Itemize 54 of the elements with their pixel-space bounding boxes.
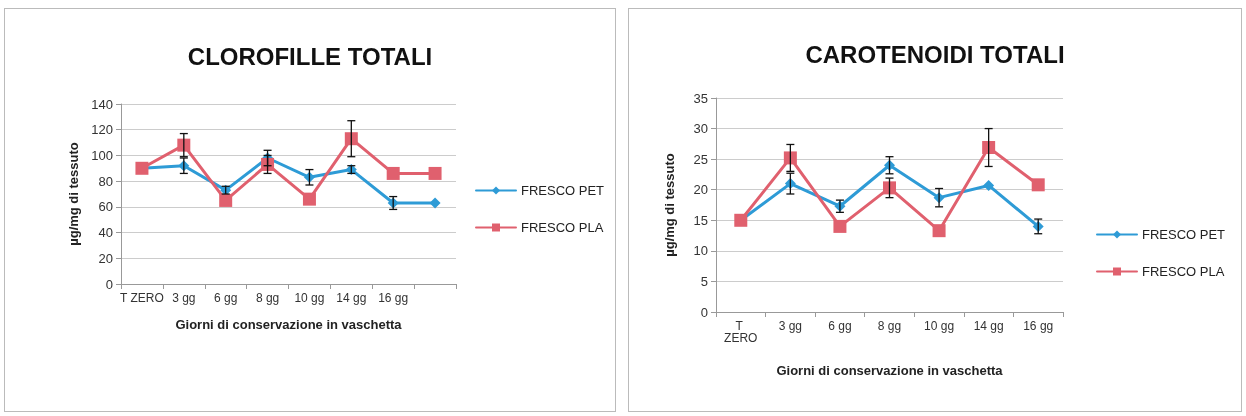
x-tick-label: 8 gg [877,319,902,333]
legend-label: FRESCO PET [1142,227,1226,242]
y-tick-label: 15 [693,212,708,228]
point [783,151,797,165]
x-tick-label: T ZERO [724,319,758,345]
y-tick-label: 0 [700,304,708,320]
point [932,224,946,238]
x-tick-label: 14 gg [973,319,1004,333]
point [428,166,442,180]
point [1031,178,1045,192]
y-tick-label: 80 [98,173,113,189]
y-tick-label: 30 [693,121,708,137]
y-axis-title: µg/mg di tessuto [66,142,82,246]
x-tick-label: 10 gg [924,319,955,333]
y-tick-label: 25 [693,151,708,167]
point [302,192,316,206]
x-axis-title: Giorni di conservazione in vaschetta [175,317,403,332]
legend-label: FRESCO PLA [521,220,604,235]
y-tick-label: 100 [91,147,113,163]
y-tick-label: 120 [91,122,113,138]
x-tick-label: 14 gg [336,291,367,305]
chart-title: CLOROFILLE TOTALI [187,42,433,70]
y-tick-label: 35 [693,90,708,106]
point [386,166,400,180]
point [983,179,995,191]
x-axis-title: Giorni di conservazione in vaschetta [776,363,1004,378]
y-tick-label: 0 [105,276,113,292]
y-tick-label: 5 [700,273,708,289]
y-tick-label: 10 [693,243,708,259]
x-tick-label: 16 gg [1023,319,1054,333]
x-tick-label: 6 gg [214,291,238,305]
y-axis-title: µg/mg di tessuto [662,153,677,257]
point [429,197,441,209]
legend-label: FRESCO PET [521,183,605,198]
x-tick-label: 3 gg [778,319,803,333]
y-tick-label: 40 [98,225,113,241]
x-tick-label: 10 gg [294,291,325,305]
x-tick-label: T ZERO [120,291,164,305]
x-tick-label: 6 gg [828,319,852,333]
y-tick-label: 140 [91,96,113,112]
y-tick-label: 20 [98,250,113,266]
legend-label: FRESCO PLA [1142,264,1225,279]
point [982,141,996,155]
point [833,219,847,233]
point [177,138,191,152]
point [883,181,896,195]
x-tick-label: 8 gg [255,291,280,305]
point [219,193,233,207]
x-tick-label: 16 gg [378,291,409,305]
point [344,132,358,146]
chart-title: CAROTENOIDI TOTALI [805,40,1065,68]
y-tick-label: 60 [98,199,113,215]
y-tick-label: 20 [693,182,708,198]
x-tick-label: 3 gg [172,291,196,305]
